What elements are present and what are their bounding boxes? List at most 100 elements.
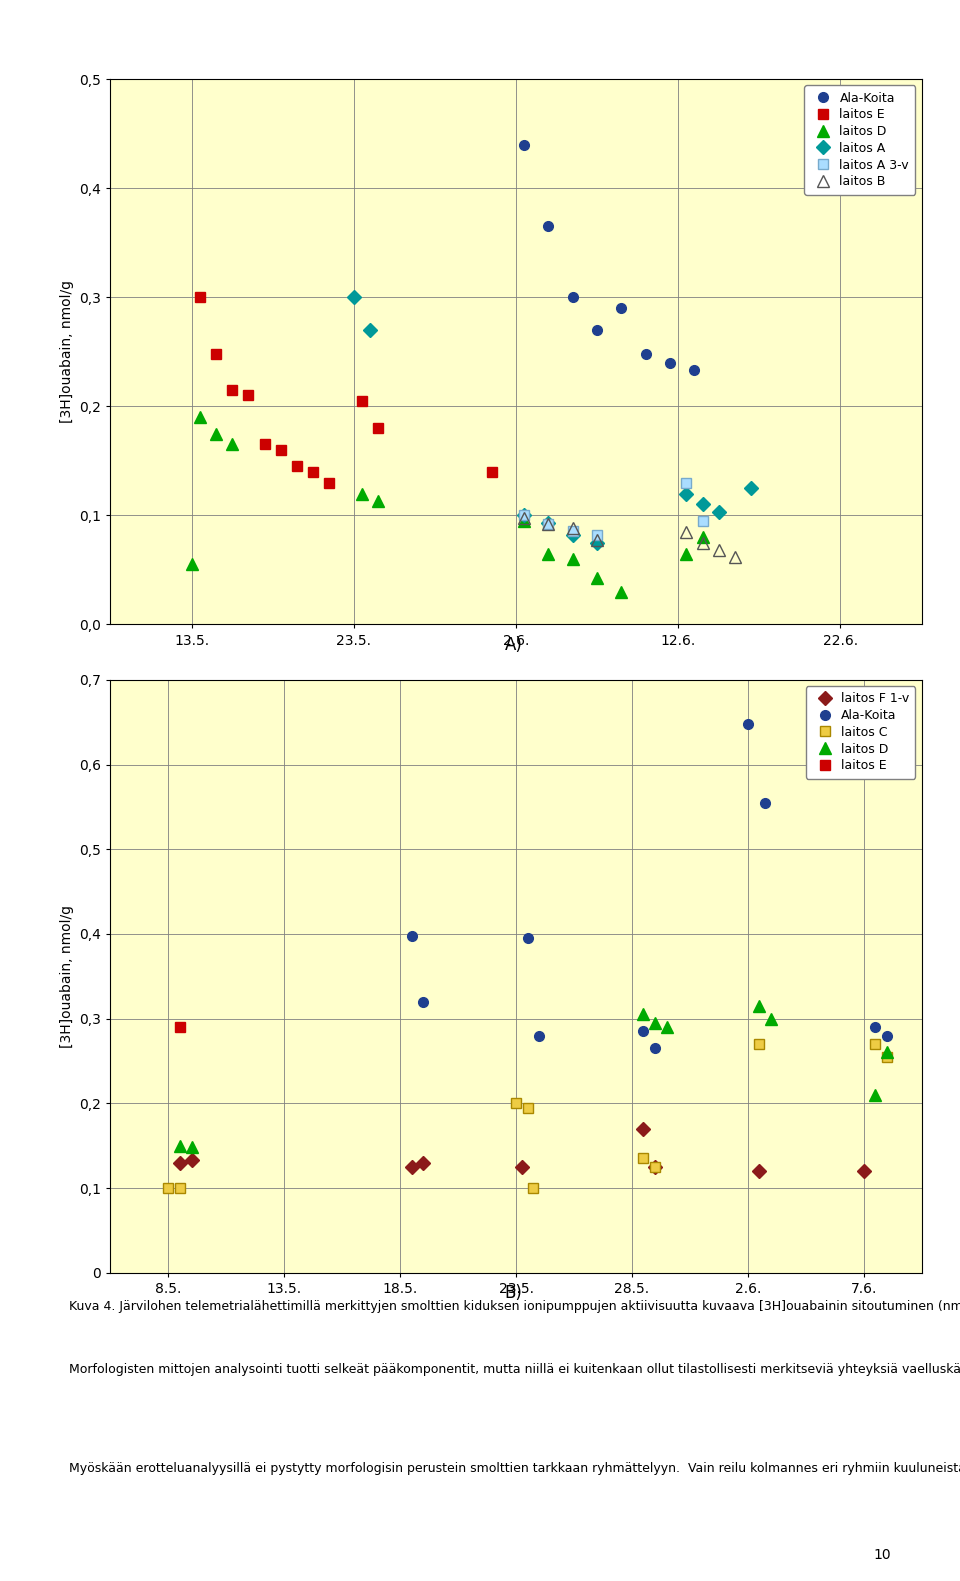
laitos C <box>511 1094 522 1113</box>
laitos A 3-v <box>697 511 708 530</box>
laitos D <box>185 1138 198 1157</box>
laitos D <box>174 1137 185 1156</box>
laitos B <box>697 533 708 552</box>
Ala-Koita <box>742 715 754 734</box>
laitos C <box>754 1034 765 1053</box>
Line: laitos A: laitos A <box>348 292 756 547</box>
laitos A 3-v <box>681 473 692 492</box>
Line: laitos D: laitos D <box>175 1001 893 1153</box>
laitos A <box>364 321 375 340</box>
laitos C <box>528 1178 540 1197</box>
Ala-Koita <box>870 1018 881 1037</box>
laitos C <box>162 1178 174 1197</box>
laitos D <box>754 996 765 1015</box>
laitos E <box>324 473 335 492</box>
laitos B <box>713 541 725 560</box>
Line: laitos D: laitos D <box>186 411 708 598</box>
Line: laitos B: laitos B <box>518 512 740 563</box>
laitos F 1-v <box>649 1157 660 1176</box>
laitos D <box>518 511 530 530</box>
laitos D <box>591 568 603 587</box>
Y-axis label: [3H]ouabain, nmol/g: [3H]ouabain, nmol/g <box>60 280 74 424</box>
laitos A 3-v <box>542 515 554 534</box>
laitos D <box>542 544 554 563</box>
laitos E <box>372 419 384 438</box>
Ala-Koita <box>522 928 534 947</box>
laitos A <box>542 514 554 533</box>
Text: B): B) <box>505 1284 522 1301</box>
laitos E <box>356 392 368 411</box>
laitos D <box>681 544 692 563</box>
Legend: Ala-Koita, laitos E, laitos D, laitos A, laitos A 3-v, laitos B: Ala-Koita, laitos E, laitos D, laitos A,… <box>804 85 915 194</box>
laitos C <box>881 1047 893 1066</box>
Line: Ala-Koita: Ala-Koita <box>407 719 892 1053</box>
laitos C <box>637 1149 649 1168</box>
Ala-Koita <box>615 299 627 318</box>
laitos A <box>713 503 725 522</box>
Ala-Koita <box>664 353 676 372</box>
laitos A <box>681 484 692 503</box>
laitos D <box>870 1085 881 1104</box>
laitos A <box>697 495 708 514</box>
laitos F 1-v <box>406 1157 418 1176</box>
Line: laitos A 3-v: laitos A 3-v <box>519 477 708 539</box>
laitos F 1-v <box>754 1162 765 1181</box>
Text: Morfologisten mittojen analysointi tuotti selkeät pääkomponentit, mutta niillä e: Morfologisten mittojen analysointi tuott… <box>69 1363 960 1375</box>
laitos B <box>591 531 603 550</box>
Line: Ala-Koita: Ala-Koita <box>519 139 699 375</box>
Ala-Koita <box>418 993 429 1012</box>
laitos B <box>518 508 530 526</box>
laitos C <box>649 1157 660 1176</box>
laitos D <box>649 1013 660 1032</box>
Line: laitos F 1-v: laitos F 1-v <box>175 1124 869 1176</box>
laitos E <box>486 462 497 481</box>
laitos F 1-v <box>185 1151 198 1170</box>
laitos D <box>660 1018 672 1037</box>
Ala-Koita <box>567 288 579 307</box>
laitos F 1-v <box>858 1162 870 1181</box>
Legend: laitos F 1-v, Ala-Koita, laitos C, laitos D, laitos E: laitos F 1-v, Ala-Koita, laitos C, laito… <box>805 686 915 778</box>
laitos F 1-v <box>516 1157 528 1176</box>
laitos D <box>697 528 708 547</box>
Text: 10: 10 <box>874 1548 891 1562</box>
laitos D <box>227 435 238 454</box>
laitos A <box>591 533 603 552</box>
laitos D <box>637 1006 649 1024</box>
Text: Kuva 4. Järvilohen telemetrialähettimillä merkittyjen smolttien kiduksen ionipum: Kuva 4. Järvilohen telemetrialähettimill… <box>69 1300 960 1312</box>
Ala-Koita <box>591 321 603 340</box>
laitos A <box>567 525 579 544</box>
laitos D <box>356 484 368 503</box>
laitos E <box>227 381 238 400</box>
laitos D <box>186 555 198 574</box>
Line: laitos E: laitos E <box>195 292 496 487</box>
Ala-Koita <box>406 926 418 945</box>
laitos C <box>174 1178 185 1197</box>
laitos B <box>681 522 692 541</box>
laitos E <box>194 288 205 307</box>
laitos A <box>348 288 359 307</box>
Text: A): A) <box>505 636 522 653</box>
Ala-Koita <box>881 1026 893 1045</box>
Ala-Koita <box>688 360 700 379</box>
laitos A 3-v <box>591 525 603 544</box>
laitos C <box>870 1034 881 1053</box>
laitos F 1-v <box>418 1153 429 1172</box>
laitos A <box>746 479 757 498</box>
laitos F 1-v <box>174 1153 185 1172</box>
Ala-Koita <box>534 1026 545 1045</box>
laitos F 1-v <box>637 1119 649 1138</box>
laitos E <box>307 462 319 481</box>
laitos D <box>881 1043 893 1062</box>
laitos D <box>194 408 205 427</box>
laitos E <box>291 457 302 476</box>
laitos D <box>210 424 222 443</box>
laitos E <box>210 345 222 364</box>
laitos E <box>275 441 286 460</box>
Ala-Koita <box>759 794 771 813</box>
Ala-Koita <box>542 217 554 236</box>
Y-axis label: [3H]ouabain, nmol/g: [3H]ouabain, nmol/g <box>60 904 74 1048</box>
Line: laitos C: laitos C <box>163 1039 892 1194</box>
laitos D <box>372 492 384 511</box>
Ala-Koita <box>649 1039 660 1058</box>
laitos A <box>518 506 530 525</box>
